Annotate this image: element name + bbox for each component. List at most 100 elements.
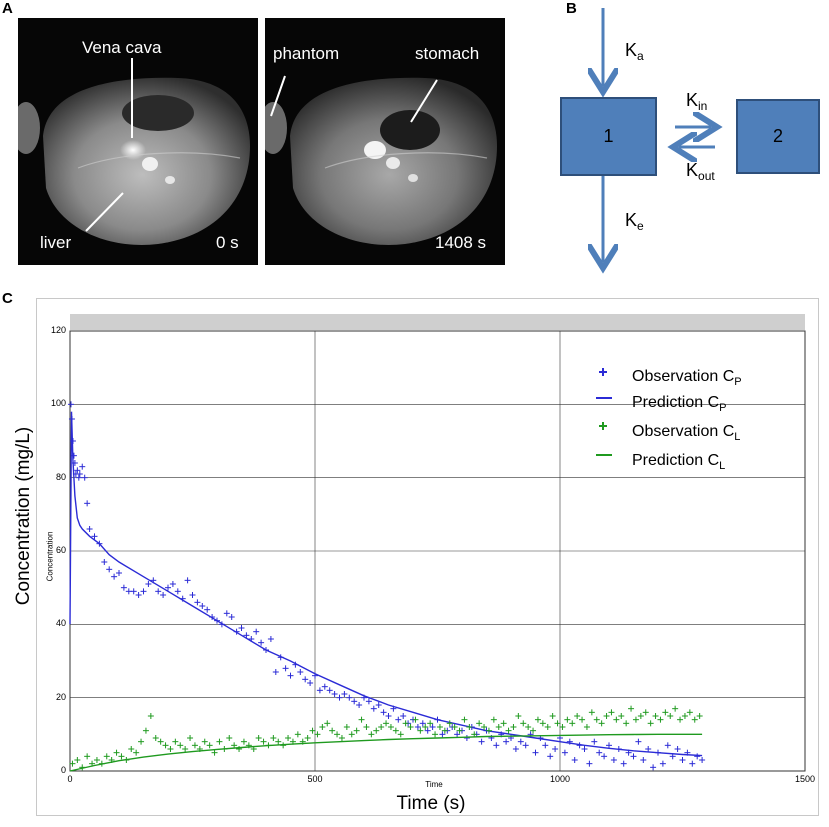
data-point-observation-c-l [593, 716, 600, 723]
data-point-observation-c-l [211, 749, 218, 756]
data-point-observation-c-p [586, 760, 593, 767]
data-point-observation-c-l [294, 731, 301, 738]
data-point-observation-c-l [231, 742, 238, 749]
data-point-observation-c-p [375, 702, 382, 708]
data-point-observation-c-l [172, 738, 179, 745]
data-point-observation-c-l [373, 727, 380, 734]
data-point-observation-c-p [194, 599, 201, 606]
data-point-observation-c-p [243, 632, 250, 639]
data-point-observation-c-l [588, 709, 595, 716]
x-tick-label: 500 [307, 774, 323, 784]
data-point-observation-c-p [522, 742, 529, 749]
data-point-observation-c-p [91, 533, 98, 540]
legend-prediction-cl: Prediction CL [632, 452, 726, 472]
data-point-observation-c-p [610, 757, 617, 763]
data-point-observation-c-l [461, 716, 468, 723]
data-point-observation-c-l [270, 735, 277, 741]
label-k-a: Ka [625, 40, 644, 63]
data-point-observation-c-p [596, 749, 603, 756]
y-tick-label: 60 [55, 545, 66, 555]
label-stomach: stomach [415, 44, 480, 63]
data-point-observation-c-l [397, 731, 404, 738]
data-point-observation-c-p [650, 764, 657, 771]
data-point-observation-c-p [81, 474, 88, 481]
y-tick-label: 40 [55, 618, 66, 629]
data-point-observation-c-l [240, 738, 247, 745]
mri-anatomy-1408s [265, 75, 497, 245]
data-point-observation-c-p [395, 716, 402, 723]
x-tick-label: 0 [67, 774, 73, 784]
data-point-observation-c-p [547, 753, 554, 760]
data-point-observation-c-l [177, 742, 184, 749]
data-point-observation-c-p [74, 467, 81, 474]
series-line-prediction-c-l [69, 733, 703, 772]
data-point-observation-c-l [162, 742, 169, 749]
data-point-observation-c-l [574, 713, 581, 719]
data-point-observation-c-p [326, 687, 333, 694]
data-point-observation-c-p [424, 727, 431, 734]
data-point-observation-c-l [681, 713, 688, 719]
data-point-observation-c-p [258, 639, 265, 646]
data-point-observation-c-l [632, 716, 639, 723]
data-point-observation-c-l [579, 716, 586, 723]
data-point-observation-c-l [530, 727, 537, 734]
data-point-observation-c-p [351, 698, 358, 705]
data-point-observation-c-p [561, 749, 568, 756]
data-point-observation-c-l [569, 720, 576, 727]
data-point-observation-c-p [302, 676, 309, 683]
compartment-2: 2 [736, 99, 820, 174]
data-point-observation-c-p [106, 566, 113, 573]
data-point-observation-c-p [130, 588, 137, 595]
data-point-observation-c-p [272, 669, 279, 675]
data-point-observation-c-p [679, 757, 686, 763]
data-point-observation-c-l [201, 738, 208, 745]
data-point-observation-c-p [101, 559, 108, 565]
panel-label-a: A [2, 0, 13, 17]
data-point-observation-c-p [664, 742, 671, 749]
data-point-observation-c-p [321, 683, 328, 690]
data-point-observation-c-l [628, 705, 635, 712]
data-point-observation-c-l [544, 724, 551, 730]
data-point-observation-c-l [133, 749, 140, 756]
inner-x-axis-label: Time [425, 780, 443, 789]
series-line-prediction-c-p [69, 411, 703, 757]
data-point-observation-c-l [652, 713, 659, 719]
data-point-observation-c-l [93, 757, 100, 763]
data-point-observation-c-l [608, 709, 615, 716]
data-point-observation-c-l [520, 720, 527, 727]
data-point-observation-c-l [255, 735, 262, 741]
data-point-observation-c-l [495, 724, 502, 730]
y-tick-label: 120 [50, 325, 66, 335]
data-point-observation-c-l [427, 720, 434, 727]
label-phantom: phantom [273, 44, 340, 63]
data-point-observation-c-l [69, 760, 76, 767]
data-point-observation-c-p [184, 577, 191, 584]
data-point-observation-c-l [84, 753, 91, 760]
data-point-observation-c-l [103, 753, 110, 760]
data-point-observation-c-l [383, 720, 390, 727]
data-point-observation-c-p [454, 731, 461, 738]
data-point-observation-c-l [118, 753, 125, 760]
label-k-e: Ke [625, 210, 644, 233]
data-point-observation-c-l [686, 709, 693, 716]
data-point-observation-c-p [79, 463, 86, 470]
data-point-observation-c-l [642, 709, 649, 716]
data-point-observation-c-l [598, 720, 605, 727]
data-point-observation-c-p [694, 753, 701, 760]
data-point-observation-c-p [282, 665, 289, 672]
data-point-observation-c-l [363, 724, 370, 730]
data-point-observation-c-l [662, 709, 669, 716]
data-point-observation-c-p [287, 672, 294, 679]
data-point-observation-c-l [353, 727, 360, 734]
data-point-observation-c-p [645, 746, 652, 752]
data-point-observation-c-l [481, 724, 488, 730]
data-point-observation-c-l [358, 716, 365, 723]
mri-image-0s: Vena cava liver 0 s [18, 18, 258, 265]
data-point-observation-c-p [316, 687, 323, 694]
data-point-observation-c-l [618, 713, 625, 719]
data-point-observation-c-p [640, 757, 647, 763]
mri-anatomy-0s [18, 58, 250, 245]
y-tick-label: 20 [55, 691, 66, 702]
data-point-observation-c-p [223, 610, 230, 617]
data-point-observation-c-l [667, 713, 674, 719]
